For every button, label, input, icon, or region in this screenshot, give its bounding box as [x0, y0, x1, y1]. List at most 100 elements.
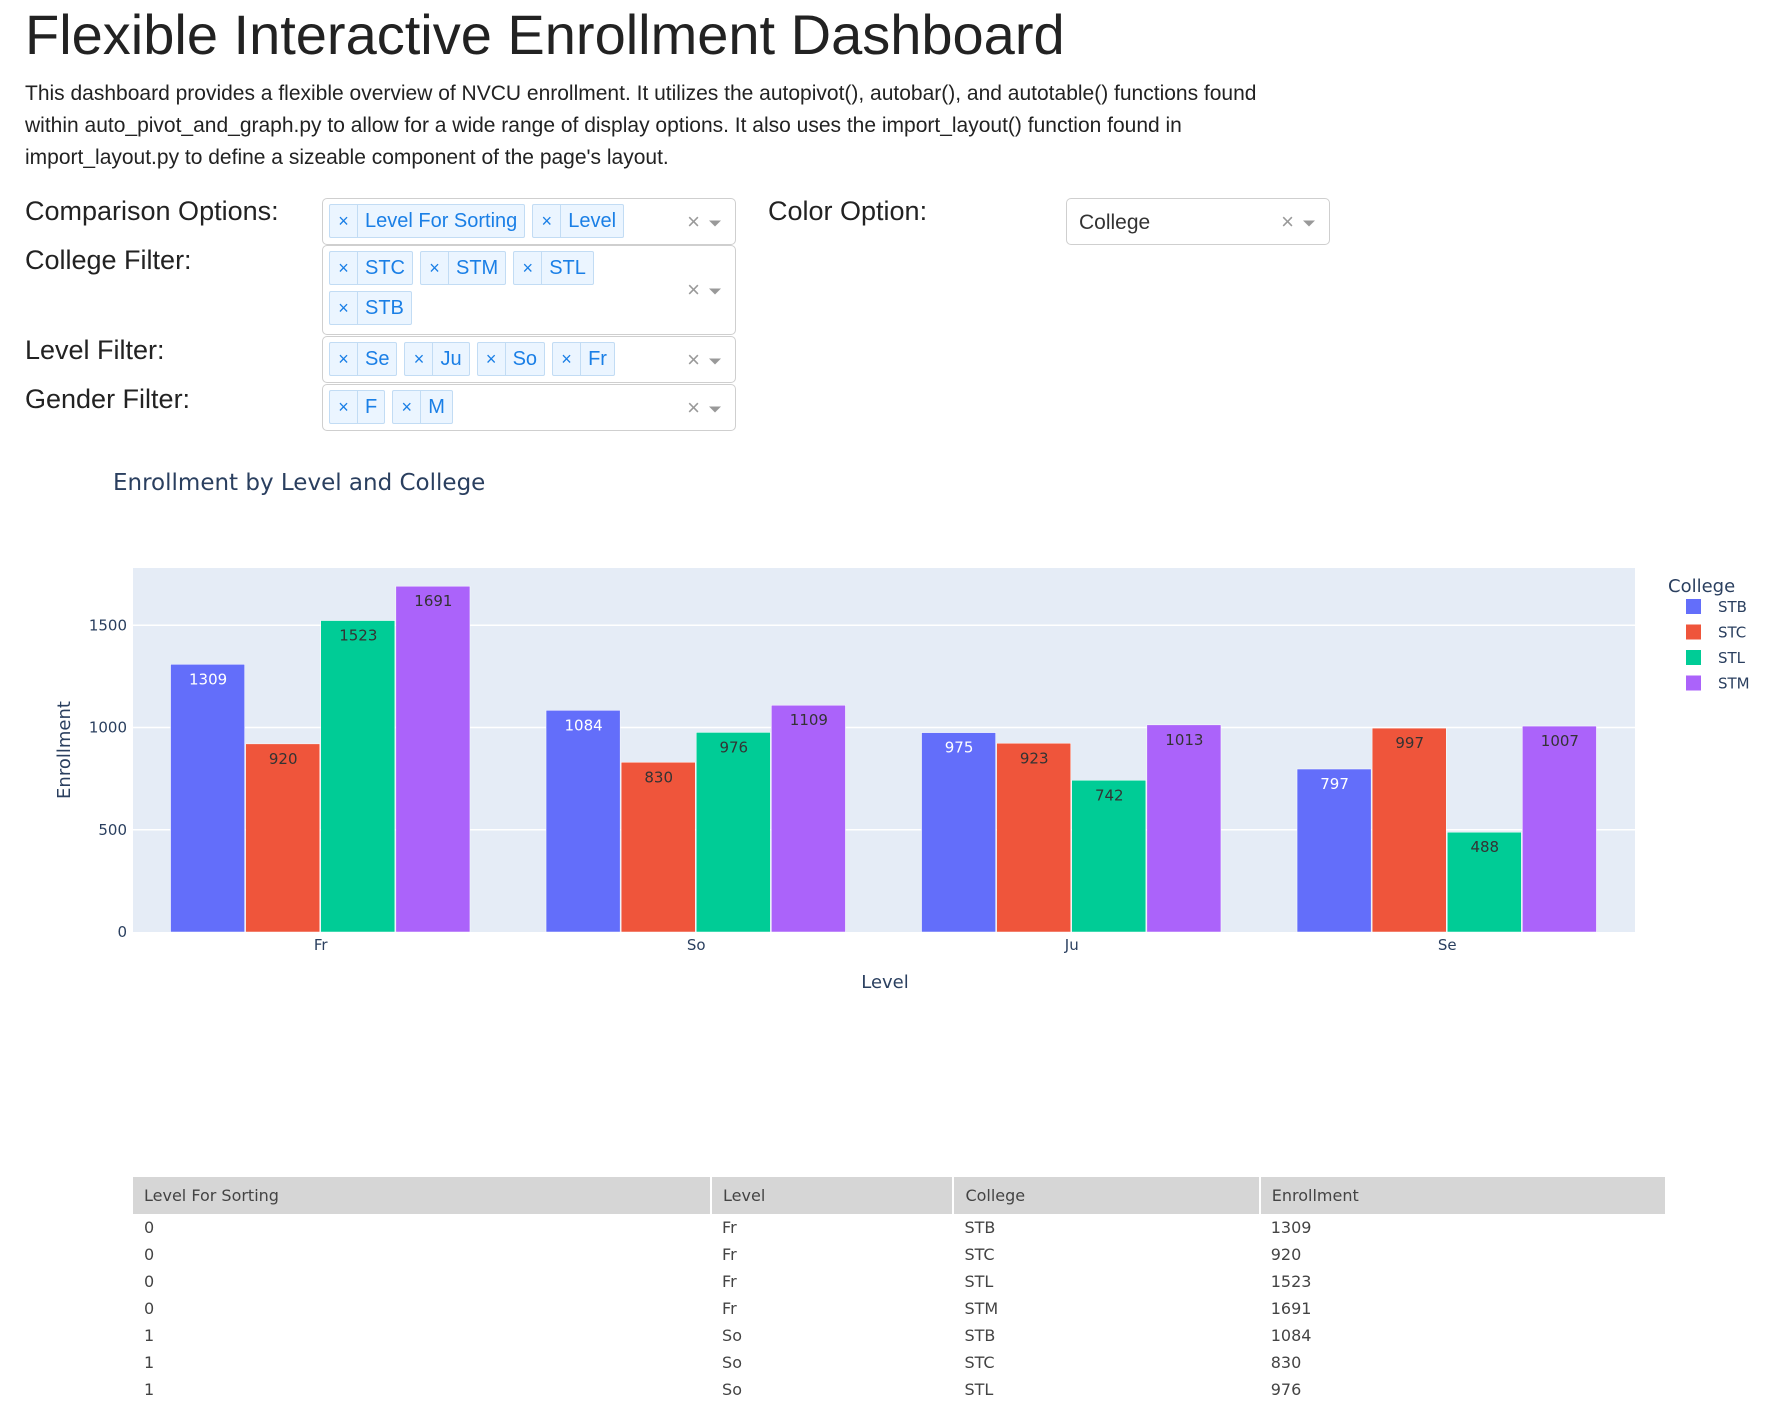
remove-chip-icon[interactable]: × [405, 343, 434, 375]
chevron-down-icon[interactable] [1303, 220, 1315, 226]
legend-item-label[interactable]: STC [1718, 624, 1746, 642]
y-tick-label: 500 [98, 821, 127, 839]
chip-label: Ju [440, 347, 462, 370]
legend-swatch-stb[interactable] [1686, 599, 1701, 614]
bar-stl-so[interactable] [696, 732, 771, 933]
table-cell: So [722, 1380, 742, 1399]
table-row: 1 So STL 976 [133, 1376, 1666, 1403]
college-chip-stc[interactable]: × STC [329, 251, 413, 285]
bar-value-label: 1691 [414, 592, 452, 610]
chip-label: Fr [588, 347, 607, 370]
clear-icon[interactable]: × [687, 277, 700, 302]
remove-chip-icon[interactable]: × [330, 252, 358, 284]
chip-label: STC [365, 256, 405, 279]
level-chip-fr[interactable]: × Fr [552, 342, 615, 376]
remove-chip-icon[interactable]: × [330, 292, 358, 324]
college-filter-label: College Filter: [25, 245, 192, 275]
y-tick-label: 1000 [89, 719, 127, 737]
table-cell: Fr [722, 1299, 737, 1318]
remove-chip-icon[interactable]: × [553, 343, 582, 375]
level-chip-ju[interactable]: × Ju [404, 342, 470, 376]
college-filter-dropdown[interactable]: × STC × STM × STL × STB × [322, 245, 736, 335]
bar-stm-so[interactable] [771, 704, 846, 933]
color-option-dropdown[interactable]: College × [1066, 198, 1330, 245]
bar-value-label: 797 [1320, 775, 1349, 793]
bar-value-label: 742 [1095, 786, 1124, 804]
bar-stb-se[interactable] [1296, 768, 1372, 933]
college-chip-stl[interactable]: × STL [513, 251, 594, 285]
table-cell: 920 [1270, 1245, 1302, 1264]
college-chip-stm[interactable]: × STM [420, 251, 507, 285]
legend[interactable]: College STB STC STL STM [1668, 576, 1750, 693]
chevron-down-icon[interactable] [709, 220, 721, 226]
x-tick-label: Fr [314, 936, 329, 954]
bar-stc-fr[interactable] [245, 743, 320, 933]
chevron-down-icon[interactable] [709, 358, 721, 364]
legend-item-label[interactable]: STM [1718, 675, 1750, 693]
bar-stb-fr[interactable] [170, 664, 245, 933]
x-axis-label: Level [861, 972, 909, 993]
bar-stm-fr[interactable] [395, 585, 471, 933]
table-cell: So [722, 1353, 742, 1372]
bar-stc-ju[interactable] [996, 743, 1072, 933]
remove-chip-icon[interactable]: × [330, 391, 358, 423]
table-cell: 0 [144, 1245, 155, 1264]
comparison-chip-level-for-sorting[interactable]: × Level For Sorting [329, 204, 526, 238]
bar-value-label: 975 [945, 739, 974, 757]
enrollment-bar-chart: Enrollment by Level and College 13099201… [54, 470, 1750, 993]
comparison-chip-level[interactable]: × Level [532, 204, 625, 238]
legend-swatch-stc[interactable] [1686, 624, 1701, 640]
gender-chip-m[interactable]: × M [392, 390, 453, 424]
level-chip-so[interactable]: × So [476, 342, 546, 376]
remove-chip-icon[interactable]: × [533, 205, 562, 237]
chip-label: Se [365, 347, 390, 370]
clear-icon[interactable]: × [1281, 208, 1294, 234]
chevron-down-icon[interactable] [709, 288, 721, 295]
bar-stm-se[interactable] [1522, 725, 1597, 933]
clear-icon[interactable]: × [687, 394, 700, 420]
bar-stl-ju[interactable] [1071, 780, 1147, 933]
table-row: 0 Fr STC 920 [133, 1241, 1666, 1268]
legend-item-label[interactable]: STL [1718, 649, 1746, 667]
bar-stc-so[interactable] [620, 762, 696, 933]
bar-stm-ju[interactable] [1146, 724, 1222, 933]
y-axis-ticks: 0 500 1000 1500 [89, 616, 127, 941]
bar-stb-ju[interactable] [921, 732, 996, 933]
legend-swatch-stm[interactable] [1686, 675, 1701, 691]
table-cell: 976 [1270, 1380, 1302, 1399]
x-tick-label: Ju [1064, 936, 1079, 954]
chevron-down-icon[interactable] [709, 406, 721, 412]
remove-chip-icon[interactable]: × [514, 252, 543, 284]
college-chip-stb[interactable]: × STB [329, 291, 412, 325]
bar-stl-fr[interactable] [320, 620, 396, 933]
bar-labels: 1309 920 1523 1691 1084 830 976 1109 975 923 742 10… [189, 592, 1579, 856]
level-filter-dropdown[interactable]: × Se × Ju × So × Fr × [322, 336, 736, 383]
table-cell: So [722, 1326, 742, 1345]
remove-chip-icon[interactable]: × [421, 252, 449, 284]
remove-chip-icon[interactable]: × [478, 343, 506, 375]
remove-chip-icon[interactable]: × [330, 205, 358, 237]
bar-stc-se[interactable] [1371, 727, 1447, 933]
clear-icon[interactable]: × [687, 346, 700, 372]
table-cell: 1 [144, 1353, 155, 1372]
clear-icon[interactable]: × [687, 208, 700, 234]
legend-swatch-stl[interactable] [1686, 650, 1701, 665]
legend-item-label[interactable]: STB [1718, 598, 1747, 616]
gender-filter-dropdown[interactable]: × F × M × [322, 384, 736, 431]
table-cell: STC [964, 1245, 995, 1264]
level-chip-se[interactable]: × Se [329, 342, 398, 376]
bar-stb-so[interactable] [545, 710, 621, 933]
bar-value-label: 997 [1395, 734, 1424, 752]
chart-title: Enrollment by Level and College [113, 470, 485, 496]
table-cell: 1523 [1270, 1272, 1312, 1291]
table-cell: 0 [144, 1272, 155, 1291]
remove-chip-icon[interactable]: × [330, 343, 358, 375]
table-cell: Fr [722, 1245, 737, 1264]
gender-chip-f[interactable]: × F [329, 390, 386, 424]
column-header: College [953, 1177, 1261, 1214]
bar-value-label: 488 [1470, 838, 1499, 856]
bar-stl-se[interactable] [1447, 831, 1522, 933]
bar-value-label: 1013 [1165, 731, 1203, 749]
comparison-options-dropdown[interactable]: × Level For Sorting × Level × [322, 198, 736, 245]
remove-chip-icon[interactable]: × [393, 391, 422, 423]
